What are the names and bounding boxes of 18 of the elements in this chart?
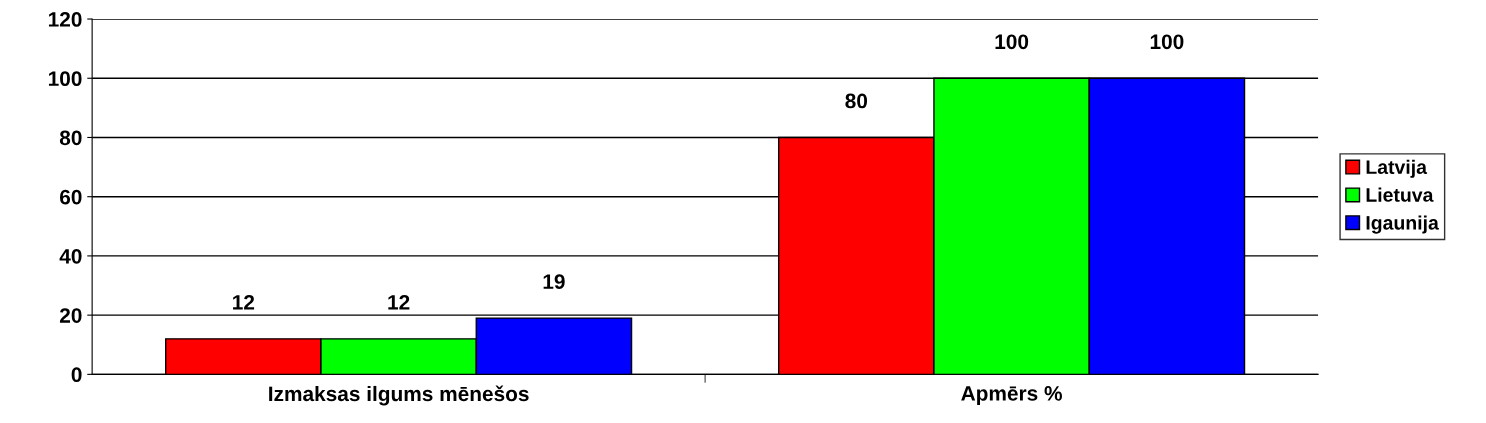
y-tick-label: 40: [59, 248, 82, 264]
y-tick-label: 20: [59, 308, 82, 323]
legend-label: Lietuva: [1366, 187, 1434, 202]
x-tick-label: Izmaksas ilgums mēnešos: [269, 385, 529, 406]
legend-label: Latvija: [1366, 159, 1428, 178]
y-tick-label: 80: [59, 130, 82, 146]
y-tick-label: 100: [48, 71, 82, 87]
data-label: 12: [233, 294, 255, 310]
data-label: 100: [1150, 34, 1184, 50]
data-label: 19: [543, 274, 565, 289]
legend-label: Igaunija: [1366, 215, 1439, 234]
y-tick-label: 120: [48, 12, 82, 27]
data-label: 100: [995, 34, 1029, 50]
x-tick-label: Apmērs %: [961, 386, 1062, 405]
y-tick-label: 60: [60, 189, 82, 205]
data-label: 12: [388, 294, 410, 310]
data-label: 80: [845, 93, 868, 109]
y-tick-label: 0: [71, 367, 82, 383]
